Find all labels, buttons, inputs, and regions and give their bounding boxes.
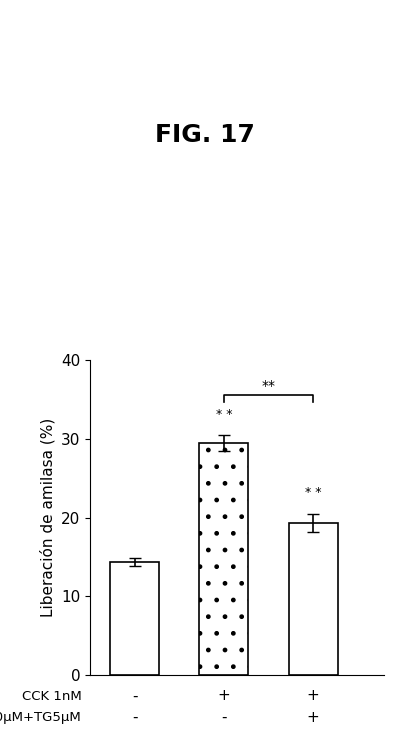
Text: -: - xyxy=(221,710,227,724)
Text: RY20μM+TG5μM: RY20μM+TG5μM xyxy=(0,710,82,724)
Bar xyxy=(288,523,337,675)
Text: +: + xyxy=(307,688,319,703)
Text: -: - xyxy=(132,710,137,724)
Text: CCK 1nM: CCK 1nM xyxy=(22,689,82,703)
Text: +: + xyxy=(218,688,230,703)
Text: FIG. 17: FIG. 17 xyxy=(155,123,254,147)
Text: **: ** xyxy=(261,379,275,393)
Bar xyxy=(199,442,248,675)
Text: +: + xyxy=(307,710,319,724)
Bar xyxy=(110,562,159,675)
Text: -: - xyxy=(132,688,137,703)
Text: * *: * * xyxy=(305,487,321,500)
Text: * *: * * xyxy=(216,408,232,421)
Y-axis label: Liberación de amilasa (%): Liberación de amilasa (%) xyxy=(40,418,55,617)
